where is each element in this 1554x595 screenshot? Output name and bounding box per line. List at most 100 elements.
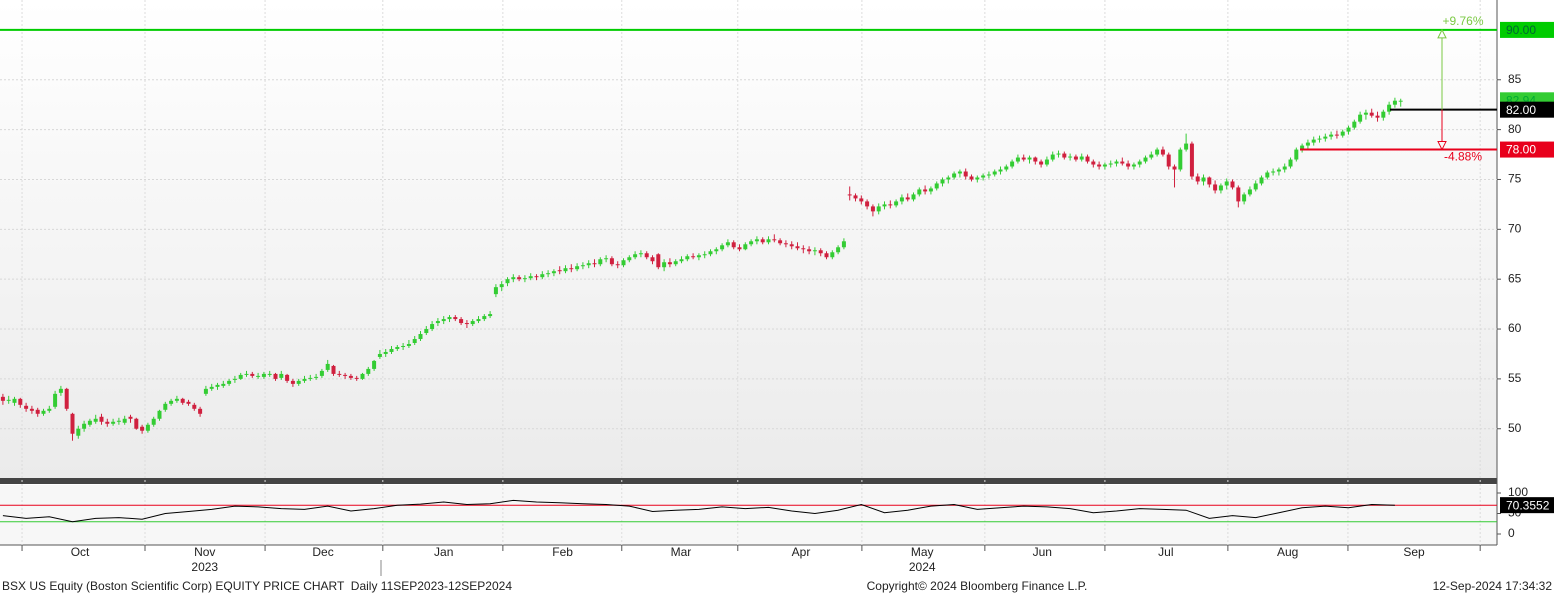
- candle-body: [0, 396, 5, 401]
- candle-body: [476, 319, 481, 322]
- level-tag-label: 90.00: [1506, 23, 1536, 37]
- candle-body: [1166, 154, 1171, 167]
- candle-body: [35, 409, 40, 414]
- candle-body: [551, 271, 556, 274]
- candle-body: [1184, 143, 1189, 150]
- candle-body: [1120, 161, 1125, 164]
- candle-body: [87, 420, 92, 425]
- candle-body: [627, 257, 632, 261]
- candle-body: [969, 176, 974, 180]
- y-tick-label: 85: [1508, 72, 1522, 86]
- candle-body: [169, 400, 174, 404]
- candle-body: [534, 276, 539, 278]
- candle-body: [221, 383, 226, 386]
- candle-body: [198, 408, 203, 414]
- candle-body: [308, 377, 313, 379]
- candle-body: [64, 388, 69, 409]
- candle-body: [662, 262, 667, 268]
- candle-body: [1010, 161, 1015, 167]
- candle-body: [505, 279, 510, 284]
- candle-body: [1207, 177, 1212, 185]
- candle-body: [540, 274, 545, 278]
- candle-body: [586, 263, 591, 266]
- candle-body: [517, 277, 522, 280]
- candle-body: [865, 201, 870, 207]
- candle-body: [946, 177, 951, 180]
- candle-body: [807, 249, 812, 252]
- footer-center: Copyright© 2024 Bloomberg Finance L.P.: [867, 579, 1088, 593]
- footer-right: 12-Sep-2024 17:34:32: [1433, 579, 1553, 593]
- candle-body: [1085, 156, 1090, 162]
- candle-body: [1358, 114, 1363, 122]
- candle-body: [29, 408, 34, 411]
- candle-body: [1126, 163, 1131, 167]
- candle-body: [325, 363, 330, 370]
- candle-body: [1091, 161, 1096, 165]
- candle-body: [899, 197, 904, 202]
- candle-body: [314, 376, 319, 378]
- candle-body: [1172, 166, 1177, 170]
- candle-body: [6, 399, 11, 401]
- x-tick-label: Jul: [1158, 545, 1173, 559]
- candle-body: [244, 373, 249, 375]
- rsi-tick-label: 0: [1508, 526, 1515, 540]
- x-tick-label: Jan: [434, 545, 453, 559]
- candle-body: [256, 375, 261, 377]
- candle-body: [731, 242, 736, 248]
- x-tick-label: Feb: [552, 545, 573, 559]
- candle-body: [1300, 145, 1305, 150]
- candle-body: [1305, 142, 1310, 146]
- candle-body: [192, 404, 197, 409]
- candle-body: [1044, 159, 1049, 165]
- candle-body: [528, 276, 533, 279]
- candle-body: [737, 247, 742, 250]
- x-tick-label: Dec: [312, 545, 333, 559]
- candle-body: [406, 343, 411, 346]
- candle-body: [621, 260, 626, 266]
- candle-body: [511, 277, 516, 280]
- candle-body: [633, 254, 638, 258]
- candle-body: [1149, 154, 1154, 158]
- candle-body: [47, 408, 52, 411]
- candle-body: [1073, 156, 1078, 160]
- candle-body: [952, 173, 957, 178]
- candle-body: [818, 250, 823, 254]
- candle-body: [82, 423, 87, 429]
- candle-body: [157, 410, 162, 419]
- grid: Oct Nov Dec Jan Feb Mar Apr May Jun Jul Aug Sep 2023…: [0, 0, 1528, 574]
- candle-body: [743, 244, 748, 250]
- candle-body: [145, 424, 150, 431]
- candle-body: [1247, 189, 1252, 195]
- candle-body: [1369, 112, 1374, 116]
- candle-body: [836, 247, 841, 253]
- candle-body: [1178, 149, 1183, 170]
- candle-body: [331, 365, 336, 374]
- candle-body: [1352, 121, 1357, 128]
- candle-body: [203, 388, 208, 394]
- candle-body: [1230, 181, 1235, 188]
- candle-body: [725, 242, 730, 246]
- candle-body: [778, 240, 783, 244]
- candle-body: [975, 177, 980, 180]
- candle-body: [1021, 157, 1026, 160]
- candle-body: [319, 370, 324, 376]
- y-tick-label: 65: [1508, 271, 1522, 285]
- price-panel: [0, 0, 1497, 478]
- candle-body: [1033, 157, 1038, 162]
- candle-body: [163, 403, 168, 410]
- candle-body: [261, 373, 266, 377]
- candle-body: [424, 329, 429, 334]
- candle-body: [227, 380, 232, 384]
- y-tick-label: 75: [1508, 172, 1522, 186]
- candle-body: [488, 314, 493, 317]
- candle-body: [749, 241, 754, 245]
- candle-body: [76, 428, 81, 436]
- candle-body: [435, 321, 440, 324]
- candle-body: [615, 264, 620, 266]
- candle-body: [940, 179, 945, 184]
- candle-body: [128, 416, 133, 419]
- candle-body: [464, 323, 469, 325]
- candle-body: [401, 345, 406, 347]
- candle-body: [795, 246, 800, 249]
- candle-body: [766, 239, 771, 243]
